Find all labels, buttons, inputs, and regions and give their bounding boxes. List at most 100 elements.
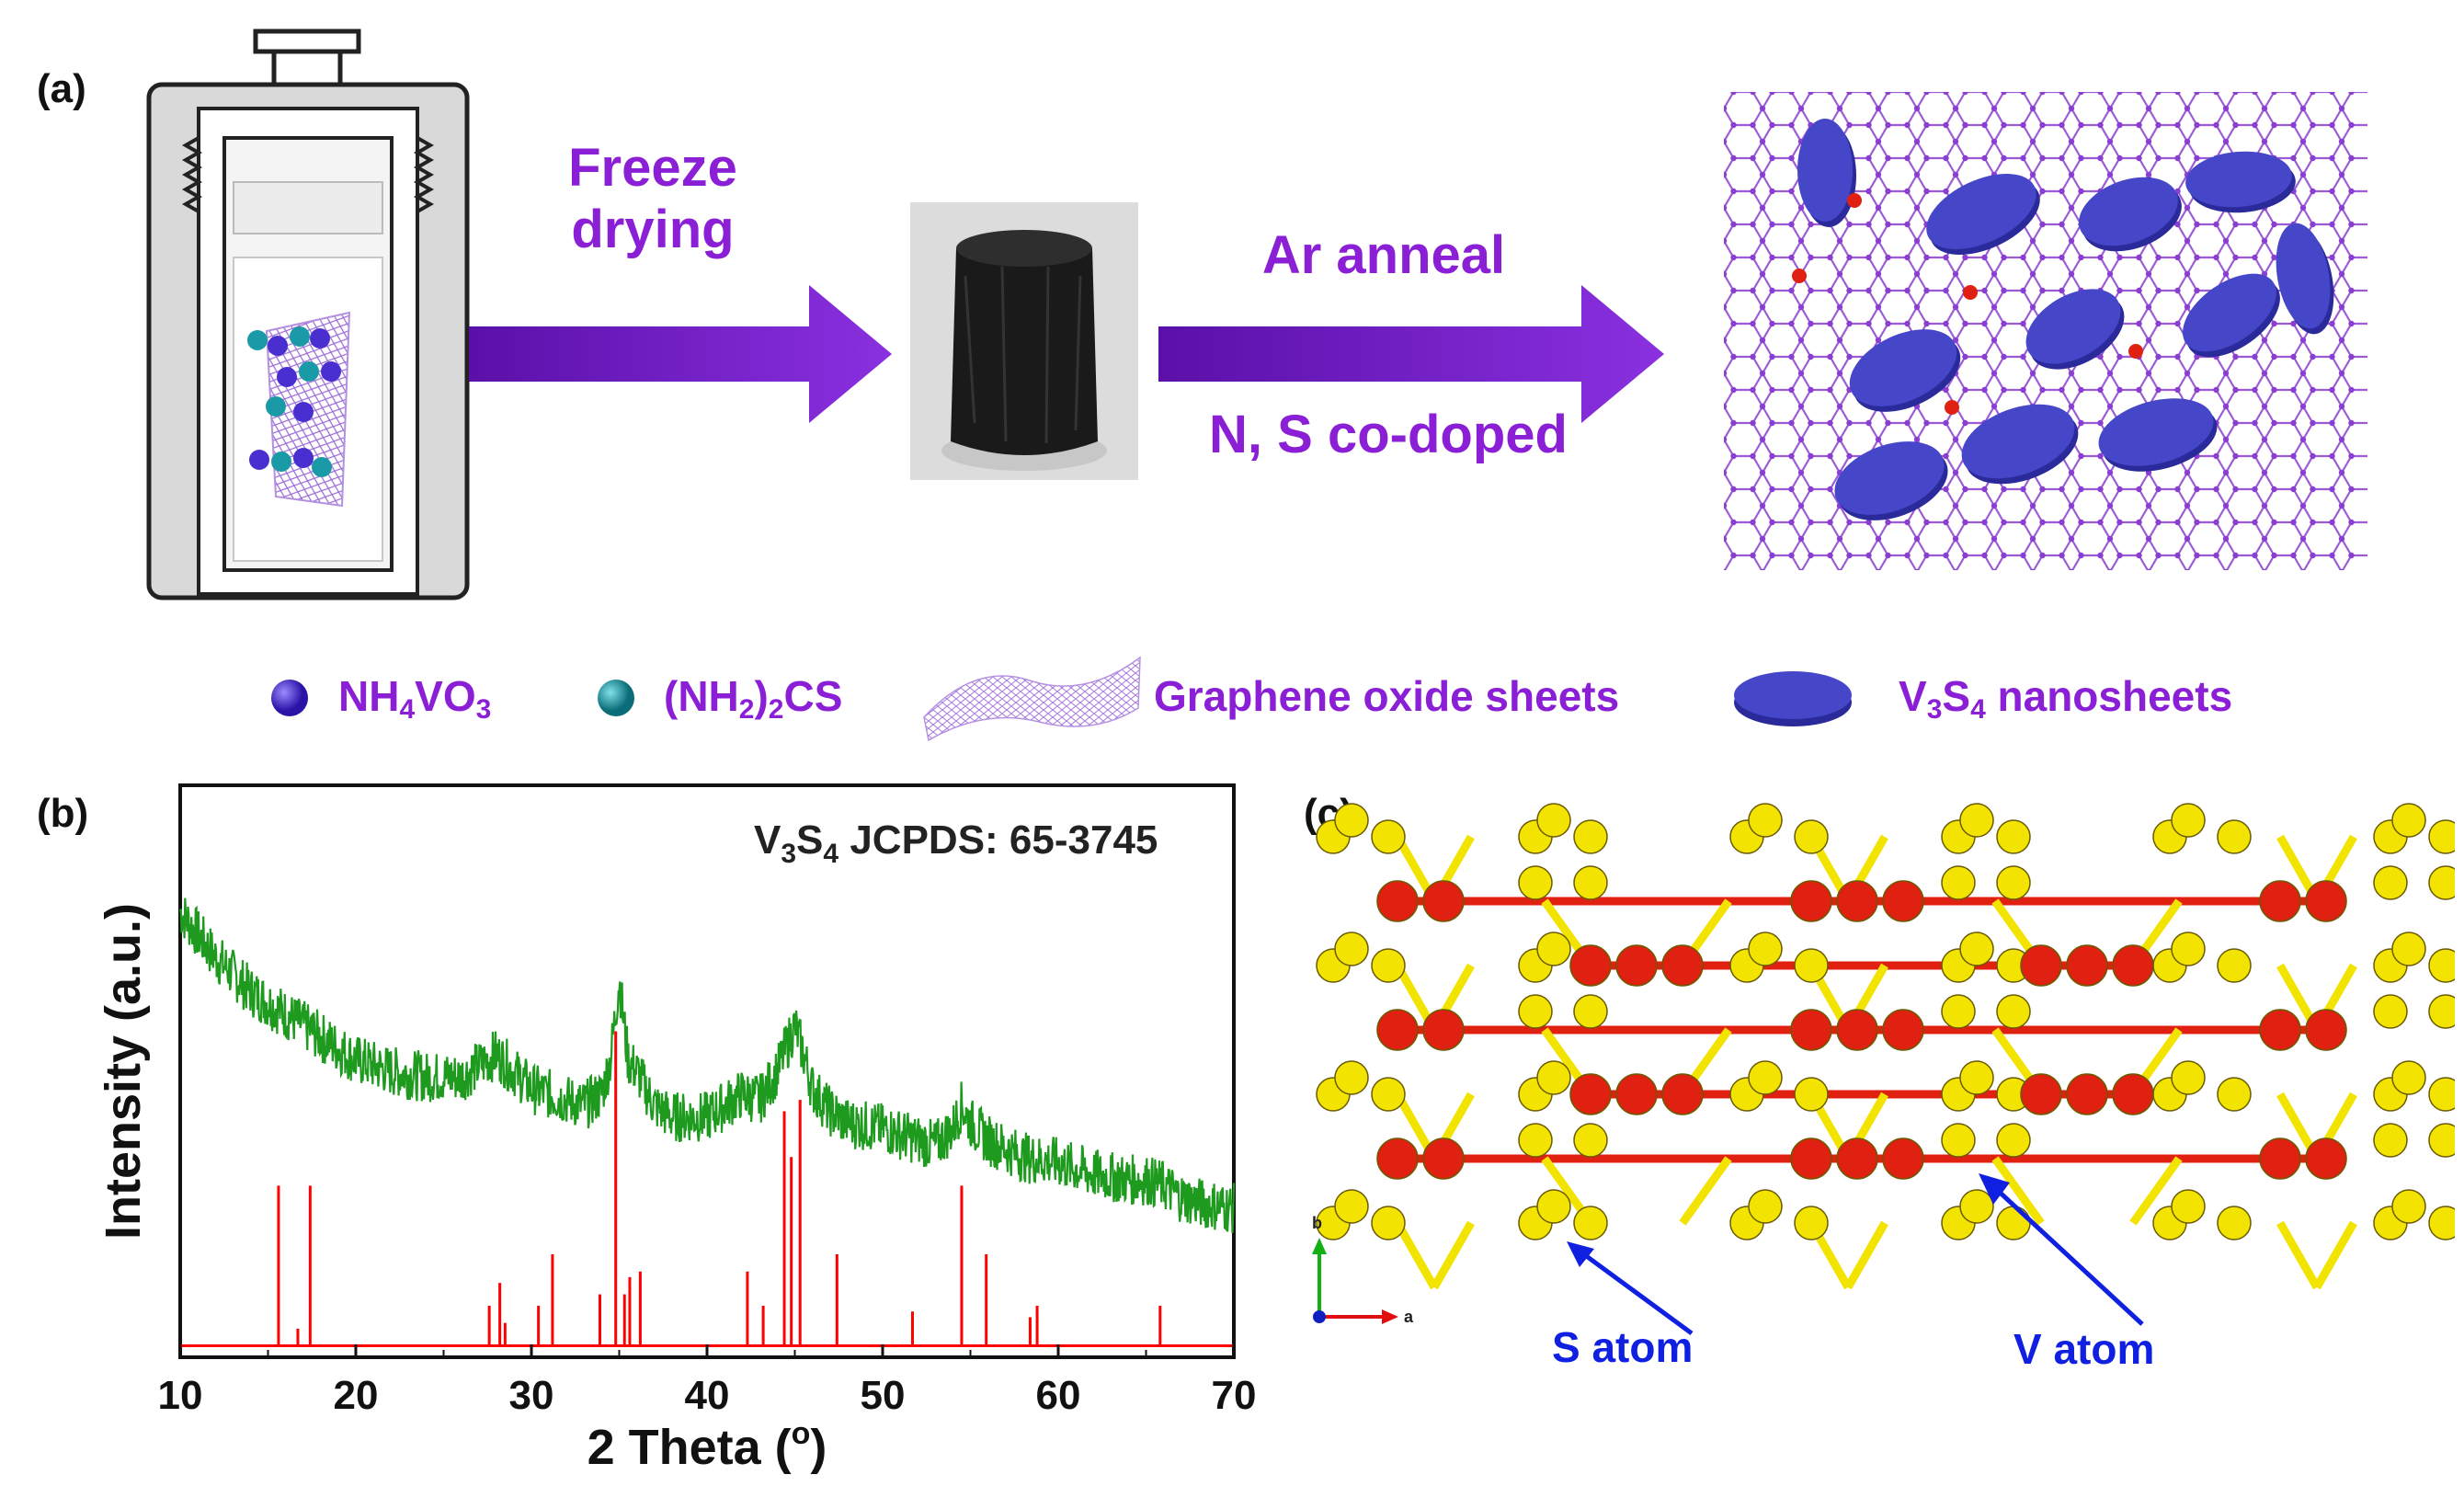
vanadium-atom: [1882, 1137, 1924, 1180]
sulfur-atom: [1941, 1123, 1976, 1158]
sulfur-atom: [2428, 994, 2455, 1029]
sulfur-atom: [1334, 803, 1369, 838]
sulfur-atom: [2171, 1060, 2206, 1095]
vanadium-atom: [2259, 1009, 2301, 1051]
ns-codoped-label: N, S co-doped: [1209, 405, 1568, 464]
sulfur-atom: [1959, 932, 1994, 966]
autoclave-illustration: [146, 29, 470, 600]
sulfur-atom: [1371, 1077, 1406, 1112]
sulfur-atom: [1959, 1060, 1994, 1095]
vanadium-atom: [1882, 1009, 1924, 1051]
sulfur-atom: [2428, 1206, 2455, 1240]
vanadium-atom: [1836, 1137, 1878, 1180]
sulfur-atom: [1959, 1189, 1994, 1224]
sulfur-atom: [1996, 1123, 2031, 1158]
vanadium-atom: [1836, 880, 1878, 922]
sulfur-atom: [1536, 932, 1571, 966]
vanadium-atom: [1422, 1137, 1465, 1180]
vanadium-atom: [2066, 944, 2108, 987]
ar-anneal-label: Ar anneal: [1261, 225, 1506, 285]
vanadium-atom: [1661, 1073, 1704, 1115]
s-atom-label: S atom: [1552, 1323, 1694, 1371]
sulfur-atom: [2171, 1189, 2206, 1224]
sulfur-atom: [2391, 803, 2426, 838]
xrd-x-tick-label: 20: [334, 1373, 379, 1418]
sulfur-atom: [2373, 1123, 2408, 1158]
graphene-oxide-legend-icon: [923, 656, 1141, 742]
sulfur-atom: [1518, 865, 1553, 900]
vanadium-atom: [2066, 1073, 2108, 1115]
xrd-x-tick-label: 10: [158, 1373, 203, 1418]
sulfur-atom: [1573, 865, 1608, 900]
xrd-x-tick-label: 50: [861, 1373, 906, 1418]
xrd-plot-frame: [178, 783, 1236, 1359]
sulfur-atom: [1518, 994, 1553, 1029]
sulfur-atom: [1794, 948, 1829, 983]
sulfur-atom: [1573, 819, 1608, 854]
vanadium-atom: [1376, 1009, 1419, 1051]
sulfur-atom: [1536, 1060, 1571, 1095]
sulfur-atom: [2171, 932, 2206, 966]
xrd-chart: 10 20 30 40 50 60 70 V3S4 JCPDS: 65-3745 2 The…: [96, 783, 1256, 1475]
v3s4-crystal-structure: [1316, 803, 2455, 1290]
sulfur-atom: [1573, 1123, 1608, 1158]
sulfur-atom: [2428, 819, 2455, 854]
sulfur-atom: [2171, 803, 2206, 838]
aerogel-photo: [910, 202, 1138, 480]
thiourea-legend-icon: [598, 680, 634, 716]
v3s4-legend-label: V3S4 nanosheets: [1899, 672, 2233, 725]
axis-a-label: a: [1404, 1308, 1414, 1324]
sulfur-atom: [1941, 865, 1976, 900]
crystal-bond: [1431, 1220, 1475, 1290]
vanadium-atom: [1790, 1137, 1832, 1180]
nh4vo3-legend-label: NH4VO3: [338, 672, 492, 725]
drying-label: drying: [571, 199, 735, 259]
sulfur-atom: [1794, 1077, 1829, 1112]
thiourea-legend-label: (NH2)2CS: [664, 672, 843, 725]
sulfur-atom: [2391, 1060, 2426, 1095]
sulfur-atom: [2391, 932, 2426, 966]
sulfur-atom: [1536, 1189, 1571, 1224]
vanadium-atom: [2259, 1137, 2301, 1180]
crystal-bond: [2129, 1156, 2183, 1226]
vanadium-atom: [1836, 1009, 1878, 1051]
xrd-x-tick-label: 30: [509, 1373, 554, 1418]
vanadium-atom: [2305, 1009, 2347, 1051]
vanadium-atom: [2112, 1073, 2154, 1115]
process-arrow-2: [1158, 285, 1664, 423]
axis-b-label: b: [1312, 1214, 1322, 1232]
xrd-x-axis-label: 2 Theta (o): [587, 1416, 827, 1475]
graphene-oxide-legend-label: Graphene oxide sheets: [1154, 672, 1620, 720]
vanadium-atom: [1882, 880, 1924, 922]
sulfur-atom: [2428, 1123, 2455, 1158]
crystal-bond: [1394, 1220, 1438, 1290]
sulfur-atom: [1748, 932, 1783, 966]
sulfur-atom: [1748, 803, 1783, 838]
vanadium-atom: [1422, 880, 1465, 922]
sulfur-atom: [1794, 1206, 1829, 1240]
xrd-legend-label: V3S4 JCPDS: 65-3745: [754, 817, 1158, 869]
sulfur-atom: [1573, 994, 1608, 1029]
vanadium-atom: [1615, 944, 1658, 987]
sulfur-atom: [1748, 1189, 1783, 1224]
vanadium-atom: [2020, 944, 2062, 987]
v-atom-arrow: [1979, 1173, 2144, 1326]
vanadium-atom: [1790, 1009, 1832, 1051]
sulfur-atom: [1334, 932, 1369, 966]
crystal-bond: [1844, 1220, 1888, 1290]
xrd-y-axis-label: Intensity (a.u.): [96, 903, 151, 1240]
sulfur-atom: [1371, 948, 1406, 983]
sulfur-atom: [1959, 803, 1994, 838]
crystal-bond: [1991, 1156, 2045, 1226]
nh4vo3-legend-icon: [271, 680, 308, 716]
sulfur-atom: [1996, 994, 2031, 1029]
panel-label-a: (a): [37, 66, 86, 111]
sulfur-atom: [1334, 1189, 1369, 1224]
v3s4-legend-icon: [1734, 671, 1852, 726]
sulfur-atom: [1748, 1060, 1783, 1095]
sulfur-atom: [1794, 819, 1829, 854]
vanadium-atom: [1569, 944, 1612, 987]
sulfur-atom: [2428, 1077, 2455, 1112]
xrd-x-tick-label: 60: [1036, 1373, 1081, 1418]
sulfur-atom: [2428, 948, 2455, 983]
